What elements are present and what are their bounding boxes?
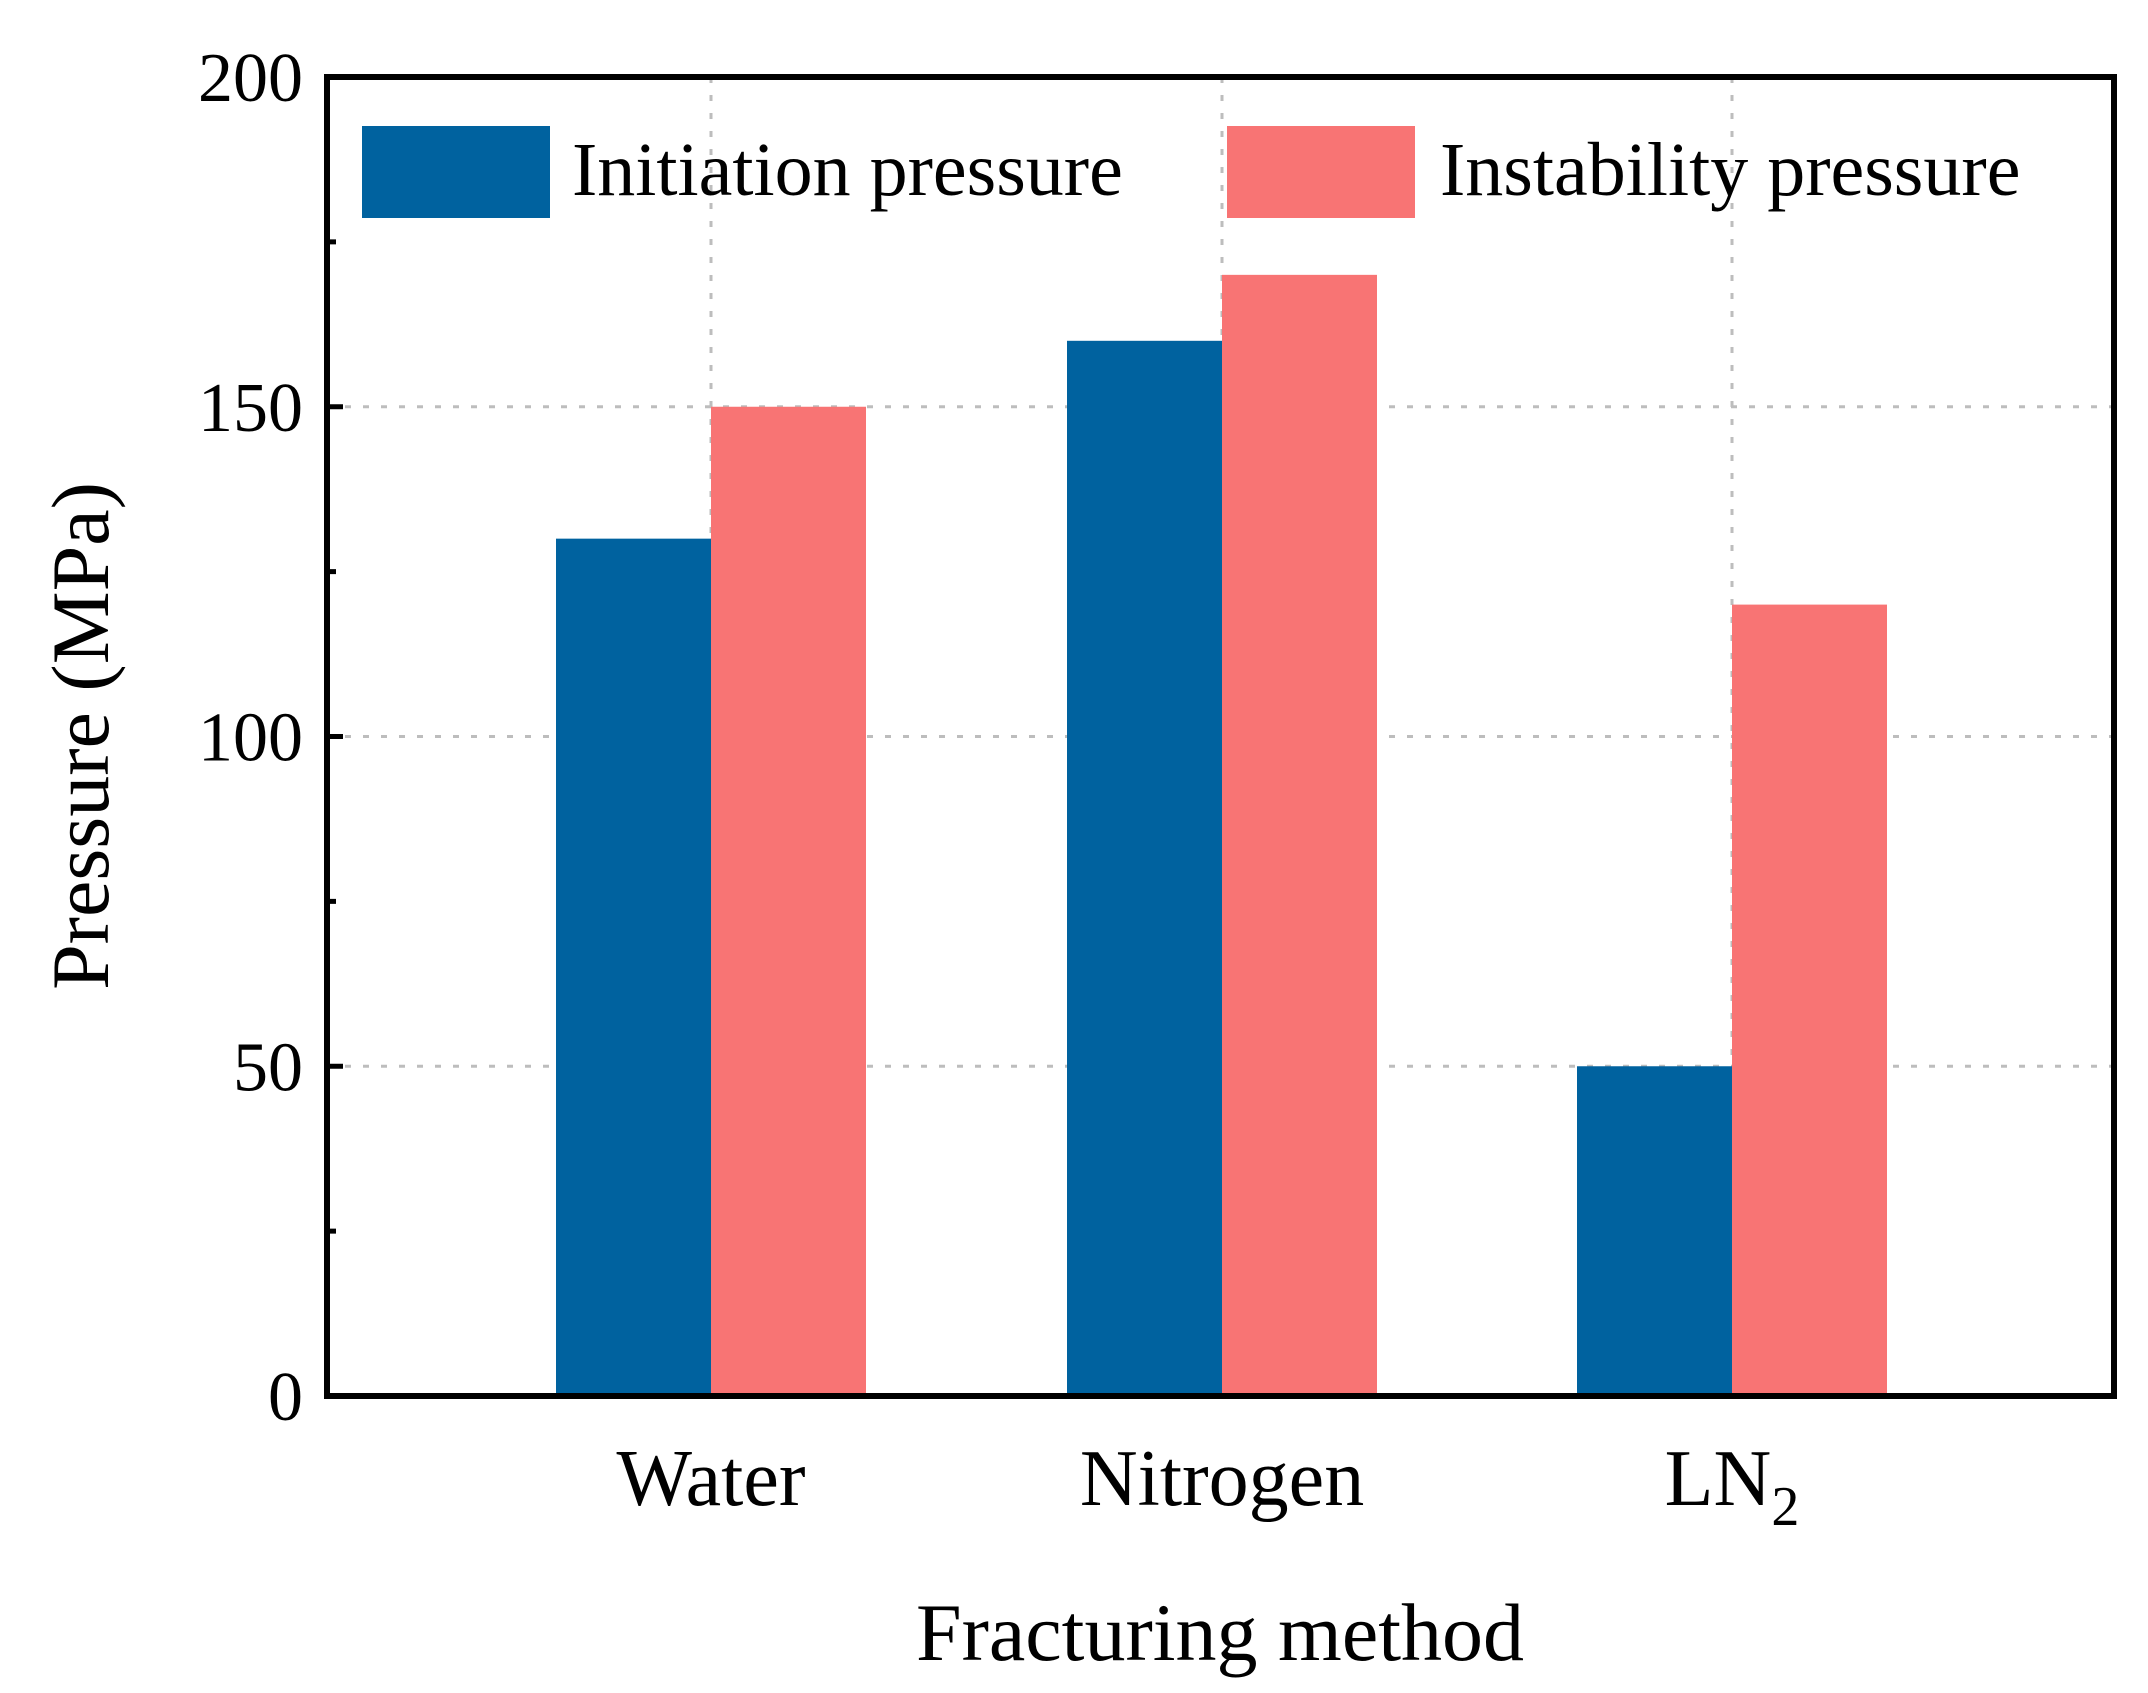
y-tick-label: 0	[268, 1359, 303, 1436]
y-axis-ticks	[327, 74, 343, 1399]
bar-initiation-1	[1067, 340, 1222, 1396]
legend-swatch-instability	[1227, 126, 1415, 218]
bar-instability-1	[1222, 274, 1377, 1397]
y-tick-label: 150	[198, 370, 303, 447]
x-category-label: Nitrogen	[1080, 1435, 1364, 1523]
bar-instability-2	[1732, 604, 1887, 1396]
x-axis-title: Fracturing method	[916, 1587, 1524, 1678]
bar-initiation-2	[1577, 1066, 1732, 1396]
x-category-label: Water	[617, 1435, 806, 1523]
legend-swatch-initiation	[362, 126, 550, 218]
y-axis-title: Pressure (MPa)	[35, 482, 126, 990]
bars	[556, 274, 1887, 1397]
bar-instability-0	[711, 406, 866, 1396]
y-tick-label: 50	[233, 1029, 303, 1106]
legend-label-initiation: Initiation pressure	[572, 128, 1123, 212]
legend: Initiation pressure Instability pressure	[362, 126, 2020, 218]
y-tick-label: 200	[198, 40, 303, 117]
y-tick-label: 100	[198, 700, 303, 777]
legend-label-instability: Instability pressure	[1440, 128, 2020, 212]
x-category-label: LN2	[1665, 1435, 1800, 1538]
x-axis-category-labels: Water Nitrogen LN2	[617, 1435, 1800, 1538]
y-axis-tick-labels: 0 50 100 150 200	[198, 40, 303, 1436]
bar-initiation-0	[556, 538, 711, 1396]
